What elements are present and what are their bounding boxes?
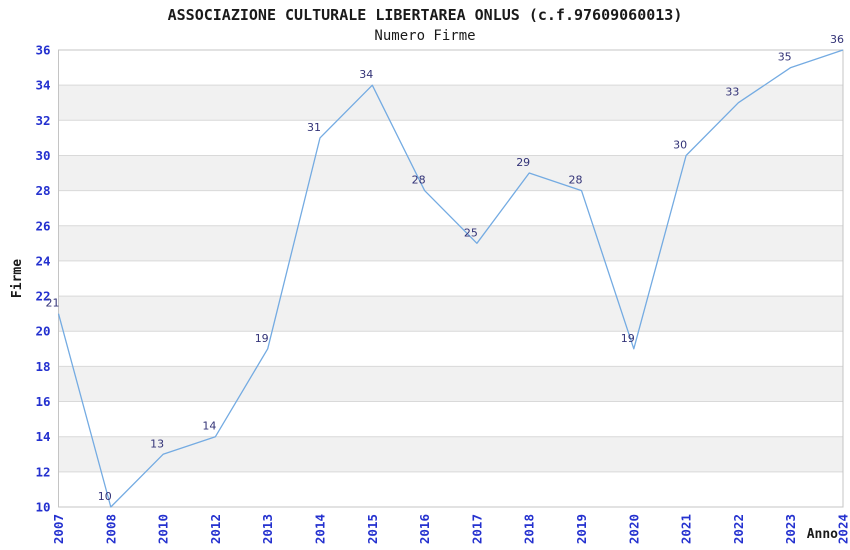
data-point-label: 25 (464, 226, 478, 239)
data-point-label: 30 (673, 138, 687, 151)
x-tick-label: 2010 (156, 514, 171, 544)
y-tick-label: 20 (35, 324, 50, 339)
data-point-label: 35 (778, 51, 792, 64)
gridlines (58, 84, 843, 473)
x-tick-label: 2020 (626, 514, 641, 544)
x-tick-labels: 2007 2008 2010 2012 2013 2014 2015 2016 2017 2018… (51, 514, 850, 544)
x-tick-label: 2016 (417, 514, 432, 544)
series-line (57, 49, 844, 508)
x-tick-label: 2024 (836, 514, 850, 544)
data-point-label: 28 (412, 174, 426, 187)
plot-band (58, 296, 843, 332)
y-axis-title: Firme (10, 259, 25, 298)
y-tick-labels: 10 12 14 16 18 20 22 24 26 28 30 32 34 36 (35, 43, 50, 515)
y-tick-label: 36 (35, 43, 50, 58)
y-tick-label: 14 (35, 429, 50, 444)
plot-band (58, 436, 843, 472)
x-tick-label: 2015 (365, 514, 380, 544)
chart-subtitle: Numero Firme (374, 28, 476, 44)
plot-border (58, 49, 844, 508)
y-tick-label: 22 (35, 289, 50, 304)
data-point-label: 33 (725, 86, 739, 99)
y-tick-label: 34 (35, 78, 50, 93)
plot-band (58, 155, 843, 191)
plot-band (58, 366, 843, 402)
data-point-label: 31 (307, 121, 321, 134)
x-tick-label: 2018 (522, 514, 537, 544)
x-tick-label: 2012 (208, 514, 223, 544)
data-point-label: 19 (255, 332, 269, 345)
plot-bands (58, 85, 843, 472)
data-point-label: 34 (359, 68, 373, 81)
y-tick-label: 32 (35, 113, 50, 128)
data-point-label: 14 (202, 420, 216, 433)
y-tick-label: 26 (35, 218, 50, 233)
y-tick-label: 16 (35, 394, 50, 409)
plot-band (58, 85, 843, 121)
x-tick-label: 2023 (783, 514, 798, 544)
data-point-label: 28 (569, 174, 583, 187)
x-tick-label: 2007 (51, 514, 66, 544)
data-point-label: 29 (516, 156, 530, 169)
data-point-label: 13 (150, 437, 164, 450)
plot-band (58, 225, 843, 261)
y-tick-label: 10 (35, 500, 50, 515)
x-tick-label: 2019 (574, 514, 589, 544)
x-axis-title: Anno (807, 527, 838, 542)
y-tick-label: 18 (35, 359, 50, 374)
x-tick-label: 2013 (260, 514, 275, 544)
y-tick-label: 24 (35, 253, 50, 268)
data-point-label: 10 (98, 490, 112, 503)
data-point-label: 21 (46, 297, 60, 310)
x-tick-label: 2014 (313, 514, 328, 544)
data-point-label: 36 (830, 33, 844, 46)
chart-title: ASSOCIAZIONE CULTURALE LIBERTAREA ONLUS … (167, 6, 683, 24)
data-point-labels: 21 10 13 14 19 31 34 28 25 29 28 19 30 33 35 36 (46, 33, 845, 503)
y-tick-label: 12 (35, 464, 50, 479)
x-tick-label: 2008 (103, 514, 118, 544)
x-tick-label: 2021 (679, 514, 694, 544)
y-tick-label: 30 (35, 148, 50, 163)
x-tick-label: 2017 (469, 514, 484, 544)
data-point-label: 19 (621, 332, 635, 345)
y-tick-label: 28 (35, 183, 50, 198)
x-tick-label: 2022 (731, 514, 746, 544)
